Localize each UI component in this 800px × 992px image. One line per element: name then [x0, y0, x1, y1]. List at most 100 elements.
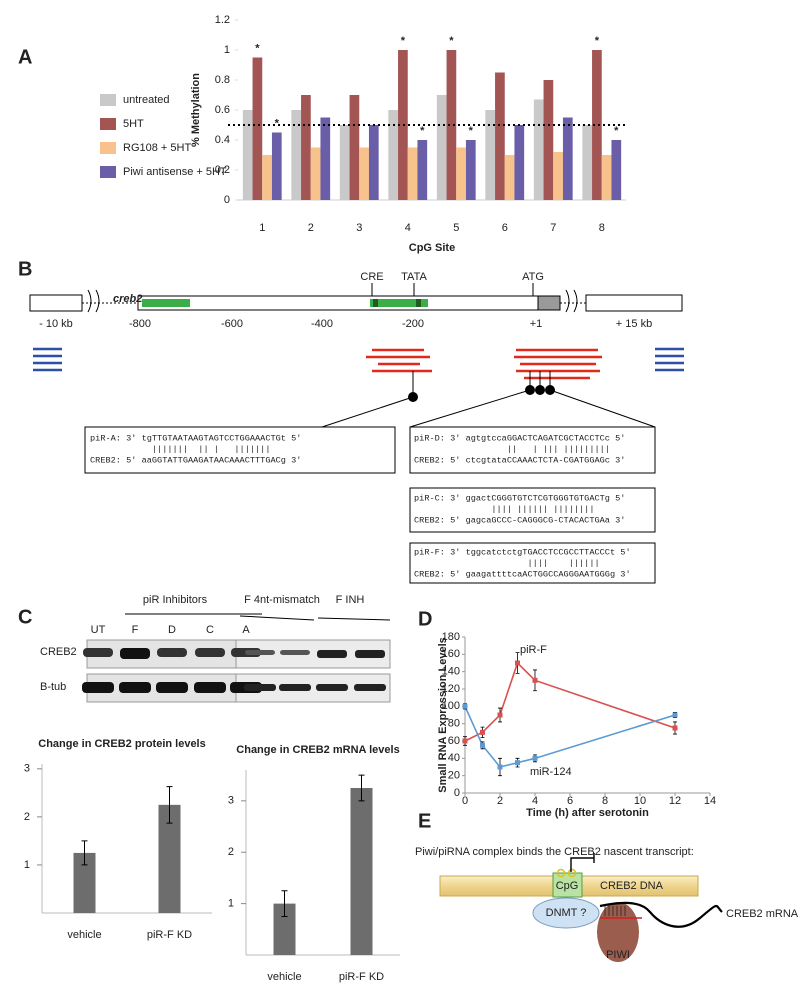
series-label: miR-124: [530, 766, 572, 778]
position-label: -800: [129, 318, 151, 330]
alignment-box: [409, 426, 656, 474]
row-label: CREB2: [40, 646, 77, 658]
bar: [252, 57, 263, 200]
caption: Piwi/piRNA complex binds the CREB2 nasce…: [415, 846, 694, 858]
series-line: [464, 706, 676, 768]
flank-label: - 10 kb: [39, 318, 73, 330]
bar: [456, 147, 466, 200]
methyl: [556, 868, 566, 878]
bar: [436, 95, 447, 200]
alignment-line: CREB2: 5' gagcaGCCC-CAGGGCG-CTACACTGAa 3…: [414, 515, 625, 525]
alignment-line: ||||||| || | |||||||: [90, 444, 271, 454]
bar: [504, 155, 515, 200]
y-tick-label: 80: [448, 718, 460, 730]
annotation: *: [255, 42, 260, 54]
chart-title: Change in CREB2 mRNA levels: [236, 744, 399, 756]
dnmt: [532, 897, 600, 929]
piwi-label: PIWI: [606, 949, 630, 961]
band: [120, 648, 150, 659]
y-tick-label: 1: [224, 44, 230, 56]
x-tick-label: 6: [567, 795, 573, 807]
x-tick-label: piR-F KD: [339, 971, 384, 983]
flank-box: [29, 294, 83, 312]
methyl: [567, 868, 577, 878]
error-bar: [166, 786, 173, 824]
point: [532, 755, 538, 761]
group-label: piR Inhibitors: [143, 594, 208, 606]
y-axis-label: % Methylation: [190, 73, 202, 147]
bar: [301, 95, 311, 200]
bar: [601, 155, 612, 200]
schematic: Piwi/piRNA complex binds the CREB2 nasce…: [415, 846, 799, 962]
band: [355, 650, 385, 658]
lane-label: UT: [91, 624, 106, 636]
bar: [446, 50, 457, 200]
atg-region: [537, 295, 561, 311]
x-tick-label: vehicle: [67, 929, 101, 941]
cre-site: [373, 299, 378, 307]
bar: [485, 110, 496, 200]
legend-label: 5HT: [123, 118, 144, 130]
alignment-box: [409, 542, 656, 584]
point: [497, 764, 503, 770]
alignment-line: piR-D: 3' agtgtccaGGACTCAGATCGCTACCTCc 5…: [414, 433, 625, 443]
error-bar: [81, 840, 88, 866]
gene-diagram: creb2 - 10 kb + 15 kb -800 -600 -400 -20…: [29, 271, 684, 584]
x-tick-label: piR-F KD: [147, 929, 192, 941]
point: [480, 742, 485, 748]
alignment-line: piR-C: 3' ggactCGGGTGTCTCGTGGGTGTGACTg 5…: [414, 493, 625, 503]
y-tick-label: 1: [228, 898, 234, 910]
dna-label: CREB2 DNA: [600, 880, 664, 892]
panel-label: A: [18, 46, 32, 68]
legend-label: RG108 + 5HT: [123, 142, 191, 154]
alignment-line: || | ||| |||||||||: [414, 444, 610, 454]
annotation: *: [614, 125, 619, 137]
annotation: *: [595, 35, 600, 47]
lane-label: A: [242, 624, 250, 636]
mrna-label: CREB2 mRNA: [726, 908, 799, 920]
band: [354, 684, 386, 691]
x-tick-label: 3: [356, 222, 362, 234]
position-label: -200: [402, 318, 424, 330]
band: [279, 684, 311, 691]
bar: [310, 147, 321, 200]
annotation: *: [275, 117, 280, 129]
legend-label: untreated: [123, 94, 169, 106]
y-tick-label: 140: [442, 666, 460, 678]
band: [244, 684, 276, 691]
element-label: TATA: [401, 271, 427, 283]
alignment-box: [409, 487, 656, 533]
x-tick-label: 4: [532, 795, 538, 807]
green-region: [142, 299, 190, 307]
point: [515, 760, 520, 766]
legend-swatch: [100, 94, 116, 106]
band: [119, 682, 151, 693]
band: [83, 648, 113, 657]
alignment-box: [84, 426, 396, 474]
cpg-box: [552, 872, 583, 898]
y-tick-label: 1: [24, 859, 30, 871]
position-label: +1: [530, 318, 543, 330]
alignment-line: CREB2: 5' aaGGTATTGAAGATAACAAACTTTGACg 3…: [90, 455, 301, 465]
panel-label: C: [18, 606, 32, 628]
repression-arrow: [570, 853, 595, 872]
bar: [242, 110, 253, 200]
x-tick-label: vehicle: [267, 971, 301, 983]
bar: [582, 125, 593, 200]
bar: [562, 117, 573, 200]
element-label: ATG: [522, 271, 544, 283]
x-tick-label: 0: [462, 795, 468, 807]
y-tick-label: 100: [442, 700, 460, 712]
point: [672, 712, 678, 718]
point: [532, 677, 538, 683]
x-axis-label: CpG Site: [409, 242, 455, 254]
bar: [291, 110, 302, 200]
basepairs: [604, 906, 626, 916]
piwi: [597, 902, 639, 962]
bar: [388, 110, 399, 200]
position-label: -600: [221, 318, 243, 330]
break: [565, 289, 578, 313]
y-axis-label: Small RNA Expression Levels: [437, 637, 449, 793]
row-label: B-tub: [40, 681, 66, 693]
x-tick-label: 8: [599, 222, 605, 234]
